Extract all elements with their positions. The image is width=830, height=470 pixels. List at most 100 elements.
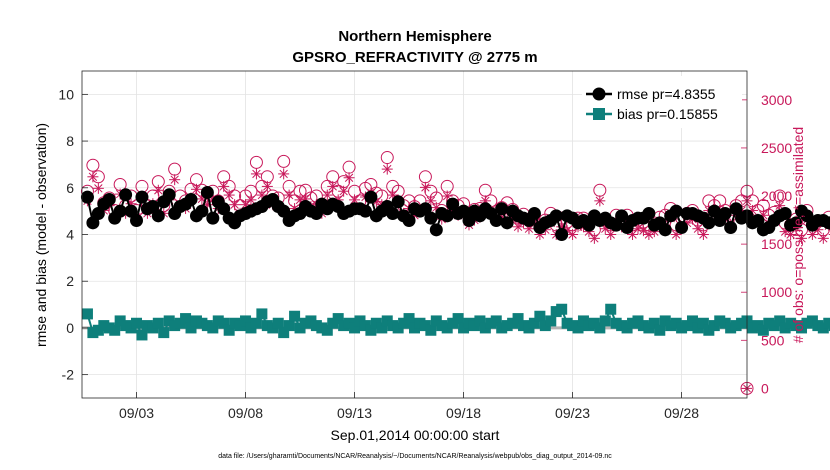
rmse-marker	[195, 204, 209, 218]
bias-marker	[332, 313, 344, 325]
asterisk-stroke	[170, 175, 179, 184]
asterisk-stroke	[192, 185, 201, 194]
y-axis-left-label: rmse and bias (model - observation)	[33, 123, 49, 347]
asterisk-stroke	[339, 187, 348, 196]
rmse-marker	[440, 209, 454, 223]
rmse-marker	[489, 213, 503, 227]
asterisk-stroke	[263, 182, 272, 191]
legend-rmse-label: rmse pr=4.8355	[617, 86, 716, 102]
obs-assimilated-marker	[343, 172, 355, 184]
rmse-marker	[162, 188, 176, 202]
legend-box	[582, 76, 742, 128]
obs-assimilated-marker	[278, 168, 290, 180]
rmse-marker	[495, 202, 509, 216]
obs-assimilated-marker	[92, 182, 104, 194]
rmse-marker	[827, 220, 830, 231]
asterisk-stroke	[224, 190, 234, 200]
obs-assimilated-marker	[588, 232, 600, 244]
rmse-marker	[135, 190, 149, 204]
asterisk-stroke	[295, 195, 305, 205]
y-right-tick-label: 2000	[761, 188, 792, 204]
rmse-marker	[789, 216, 803, 230]
bias-marker	[452, 313, 464, 325]
rmse-marker	[402, 213, 416, 227]
rmse-marker	[549, 209, 563, 223]
bias-marker	[223, 324, 235, 336]
chart-title-line1: Northern Hemisphere	[338, 28, 491, 45]
bias-marker	[594, 322, 606, 334]
obs-assimilated-marker	[697, 229, 709, 240]
rmse-marker	[386, 206, 400, 220]
obs-possible-marker	[249, 155, 263, 169]
bias-marker	[256, 308, 268, 320]
obs-assimilated-marker	[218, 180, 230, 192]
rmse-marker	[718, 206, 732, 220]
y-axis-right-ticks: 0 500 1000 1500 2000 2500 3000	[741, 92, 792, 396]
obs-assimilated-marker	[190, 183, 202, 195]
bias-marker	[250, 317, 262, 329]
asterisk-stroke	[639, 226, 648, 235]
obs-assimilated-marker	[169, 174, 181, 186]
y-right-tick-label: 1000	[761, 284, 792, 300]
bias-marker	[365, 324, 377, 336]
obs-assimilated-marker	[261, 180, 273, 192]
bias-marker	[152, 317, 164, 329]
bias-marker	[207, 322, 219, 334]
y-left-tick-label: 0	[66, 320, 74, 336]
bias-marker	[545, 315, 557, 327]
bias-marker	[654, 324, 666, 336]
data-file-footer: data file: /Users/gharamti/Documents/NCA…	[218, 453, 612, 460]
asterisk-stroke	[323, 190, 332, 200]
asterisk-stroke	[94, 184, 103, 193]
bias-marker	[158, 327, 170, 339]
rmse-marker	[675, 220, 689, 234]
x-tick-label: 09/03	[119, 405, 154, 421]
asterisk-stroke	[513, 222, 523, 232]
obs-assimilated-marker	[245, 194, 257, 206]
y-left-tick-label: 10	[58, 86, 74, 102]
rmse-marker	[669, 204, 683, 218]
x-tick-label: 09/23	[555, 405, 590, 421]
rmse-marker	[500, 216, 514, 230]
obs-assimilated-marker	[567, 229, 579, 240]
legend-rmse-marker	[592, 87, 606, 101]
y-left-tick-label: 4	[66, 227, 74, 243]
bias-marker	[490, 315, 502, 327]
bias-marker	[757, 324, 769, 336]
bias-marker	[278, 327, 290, 339]
asterisk-stroke	[154, 186, 163, 195]
bias-marker	[289, 310, 301, 322]
y-left-tick-label: 6	[66, 180, 74, 196]
rmse-marker	[724, 220, 738, 234]
bias-marker	[131, 317, 143, 329]
rmse-marker	[615, 209, 629, 223]
asterisk-stroke	[388, 190, 397, 200]
obs-assimilated-marker	[605, 229, 617, 240]
rmse-marker	[658, 223, 672, 237]
x-tick-label: 09/18	[446, 405, 481, 421]
obs-assimilated-marker	[250, 168, 262, 180]
rmse-marker	[527, 206, 541, 220]
bias-marker	[774, 315, 786, 327]
obs-assimilated-marker	[796, 232, 808, 244]
chart-title-line2: GPSRO_REFRACTIVITY @ 2775 m	[292, 49, 537, 66]
bias-marker	[321, 324, 333, 336]
y-axis-right-label: # of obs: o=possible; *=assimilated	[790, 127, 806, 343]
x-tick-label: 09/28	[664, 405, 699, 421]
bias-marker	[218, 317, 230, 329]
bias-marker	[605, 303, 617, 315]
bias-marker	[180, 313, 192, 325]
x-tick-label: 09/13	[337, 405, 372, 421]
asterisk-stroke	[284, 190, 294, 200]
x-tick-label: 09/08	[228, 405, 263, 421]
legend-bias-label: bias pr=0.15855	[617, 106, 718, 122]
rmse-series	[80, 185, 830, 241]
x-axis-label: Sep.01,2014 00:00:00 start	[331, 427, 500, 443]
asterisk-stroke	[699, 230, 708, 239]
rmse-marker	[113, 204, 127, 218]
legend-bias-marker	[593, 108, 605, 120]
y-right-tick-label: 2500	[761, 140, 792, 156]
bias-marker	[828, 320, 830, 332]
bias-marker	[136, 329, 148, 341]
